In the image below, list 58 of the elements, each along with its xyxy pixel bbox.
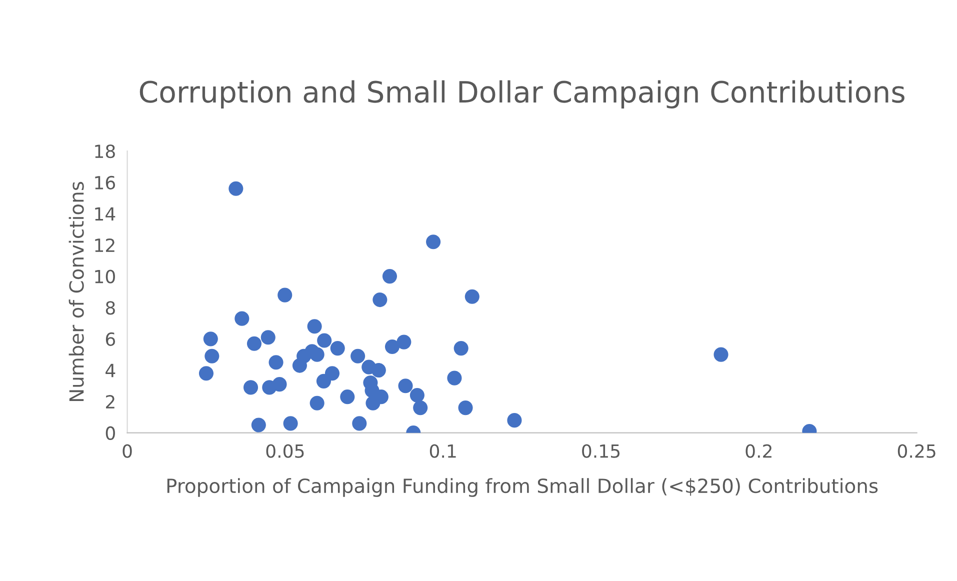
- x-tick-label: 0.15: [582, 444, 620, 458]
- y-tick-label: 14: [95, 207, 116, 221]
- point: [372, 292, 388, 308]
- chart-title: Corruption and Small Dollar Campaign Contributions: [140, 80, 904, 109]
- point: [272, 377, 287, 392]
- point: [330, 341, 345, 356]
- point: [316, 374, 331, 388]
- point: [366, 396, 380, 410]
- y-tick-label: 8: [106, 301, 115, 315]
- point: [198, 366, 214, 381]
- point: [204, 348, 220, 364]
- point: [454, 341, 468, 356]
- y-tick-label: 2: [106, 394, 114, 408]
- point: [310, 396, 324, 410]
- point: [260, 330, 276, 345]
- point: [384, 339, 400, 354]
- point: [228, 181, 244, 196]
- point: [251, 418, 266, 432]
- point: [458, 400, 473, 416]
- x-tick-label: 0.1: [430, 444, 456, 458]
- point: [398, 378, 413, 394]
- point: [396, 334, 412, 350]
- point: [283, 416, 298, 431]
- y-tick-label: 10: [95, 270, 115, 284]
- point: [307, 319, 322, 334]
- point: [352, 416, 367, 431]
- point: [278, 288, 292, 302]
- point: [268, 355, 284, 370]
- point: [234, 311, 250, 326]
- point: [350, 348, 366, 364]
- x-tick-label: 0: [122, 444, 132, 458]
- point: [292, 358, 307, 373]
- y-tick-label: 4: [106, 364, 116, 378]
- y-tick-label: 18: [95, 144, 115, 158]
- point: [382, 269, 398, 284]
- x-tick-label: 0.25: [898, 444, 936, 458]
- y-tick-label: 6: [106, 332, 116, 346]
- x-tick-label: 0.2: [746, 444, 772, 458]
- point: [410, 388, 424, 403]
- y-axis-title: Number of Convictions: [68, 182, 84, 402]
- point: [317, 333, 332, 348]
- point: [447, 370, 462, 386]
- point: [340, 390, 355, 404]
- point: [426, 234, 441, 250]
- point: [507, 413, 522, 428]
- point: [310, 347, 324, 362]
- point: [464, 289, 480, 304]
- y-tick-label: 0: [106, 426, 115, 440]
- x-tick-label: 0.05: [266, 444, 304, 458]
- point: [203, 332, 218, 346]
- point: [714, 347, 728, 362]
- point: [413, 400, 428, 416]
- point: [246, 336, 262, 351]
- point: [243, 380, 258, 395]
- x-axis-title: Proportion of Campaign Funding from Small Dollar (<$250) Contributions: [167, 478, 878, 497]
- y-tick-label: 16: [95, 176, 116, 190]
- y-tick-label: 12: [95, 238, 114, 252]
- point: [371, 362, 386, 378]
